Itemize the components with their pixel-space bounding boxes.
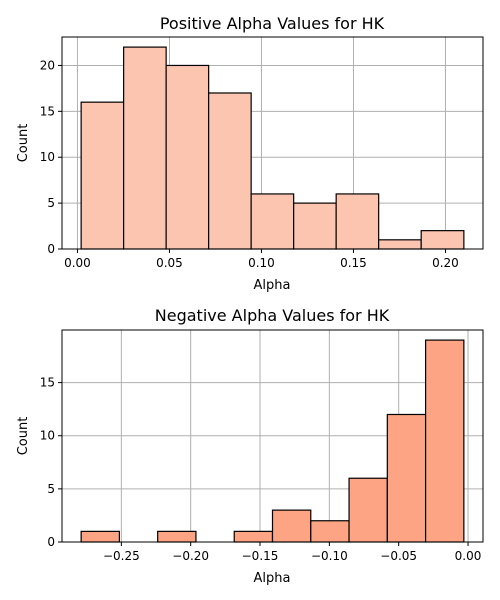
y-axis-label: Count — [16, 124, 31, 163]
histogram-bar — [378, 239, 422, 250]
histogram-bar — [80, 530, 121, 543]
axes-frame — [61, 36, 484, 250]
x-axis-label: Alpha — [254, 571, 291, 586]
positive-alpha-histogram: Positive Alpha Values for HK Alpha Count… — [16, 14, 484, 293]
y-tick-label: 20 — [40, 58, 55, 72]
histogram-bar — [310, 520, 350, 543]
histogram-bar — [424, 339, 465, 543]
x-tick-label: 0.00 — [455, 549, 482, 563]
histogram-bar — [208, 92, 252, 250]
x-tick-label: −0.15 — [242, 549, 279, 563]
y-tick-label: 0 — [47, 242, 55, 256]
x-tick-label: 0.20 — [432, 256, 459, 270]
chart-title: Positive Alpha Values for HK — [160, 14, 385, 33]
x-tick-label: 0.10 — [248, 256, 275, 270]
histogram-bar — [271, 509, 312, 543]
histogram-bar — [123, 46, 167, 250]
x-tick-label: −0.20 — [172, 549, 209, 563]
y-tick-label: 10 — [40, 150, 55, 164]
x-tick-label: 0.15 — [340, 256, 367, 270]
histogram-bar — [165, 64, 210, 250]
chart-title: Negative Alpha Values for HK — [155, 306, 390, 325]
histogram-bar — [335, 193, 380, 250]
x-tick-label: 0.05 — [156, 256, 183, 270]
histogram-bar — [157, 530, 197, 543]
x-tick-label: 0.00 — [64, 256, 91, 270]
y-tick-label: 0 — [47, 535, 55, 549]
histogram-bar — [386, 413, 427, 543]
y-tick-label: 15 — [40, 376, 55, 390]
x-axis-label: Alpha — [254, 278, 291, 293]
histogram-bar — [348, 477, 388, 543]
y-tick-label: 5 — [47, 482, 55, 496]
y-tick-label: 15 — [40, 104, 55, 118]
x-tick-label: −0.25 — [103, 549, 140, 563]
x-tick-label: −0.10 — [311, 549, 348, 563]
histogram-bar — [293, 202, 337, 250]
histogram-bar — [80, 101, 125, 250]
histogram-bar — [233, 530, 274, 543]
x-tick-label: −0.05 — [380, 549, 417, 563]
y-axis-label: Count — [16, 417, 31, 456]
negative-alpha-histogram: Negative Alpha Values for HK Alpha Count… — [16, 306, 484, 586]
histogram-bar — [420, 230, 465, 250]
y-tick-label: 10 — [40, 429, 55, 443]
y-tick-label: 5 — [47, 196, 55, 210]
histogram-bar — [250, 193, 295, 250]
